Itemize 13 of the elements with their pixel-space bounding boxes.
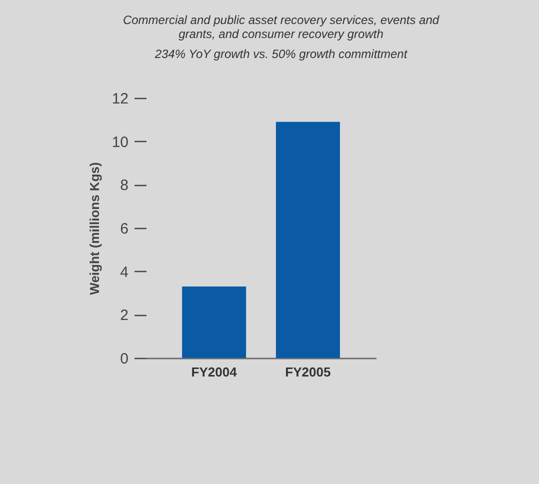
y-tick-label: 4 bbox=[120, 264, 128, 281]
text: Commercial and public asset recovery services, events and bbox=[122, 13, 440, 27]
text: grants, and consumer recovery growth bbox=[178, 27, 384, 41]
y-axis-title: Weight (millions Kgs) bbox=[86, 162, 102, 295]
chart-subtitle: 234% YoY growth vs. 50% growth committment bbox=[154, 47, 408, 61]
y-tick-label: 2 bbox=[120, 307, 128, 324]
y-tick-label: 10 bbox=[112, 134, 128, 151]
x-tick-label: FY2004 bbox=[191, 364, 238, 380]
y-tick-label: 0 bbox=[120, 350, 128, 368]
y-tick-label: 8 bbox=[120, 177, 128, 194]
y-tick-label: 12 bbox=[112, 90, 128, 108]
x-tick-label: FY2005 bbox=[285, 364, 331, 380]
y-tick-label: 6 bbox=[120, 220, 128, 238]
